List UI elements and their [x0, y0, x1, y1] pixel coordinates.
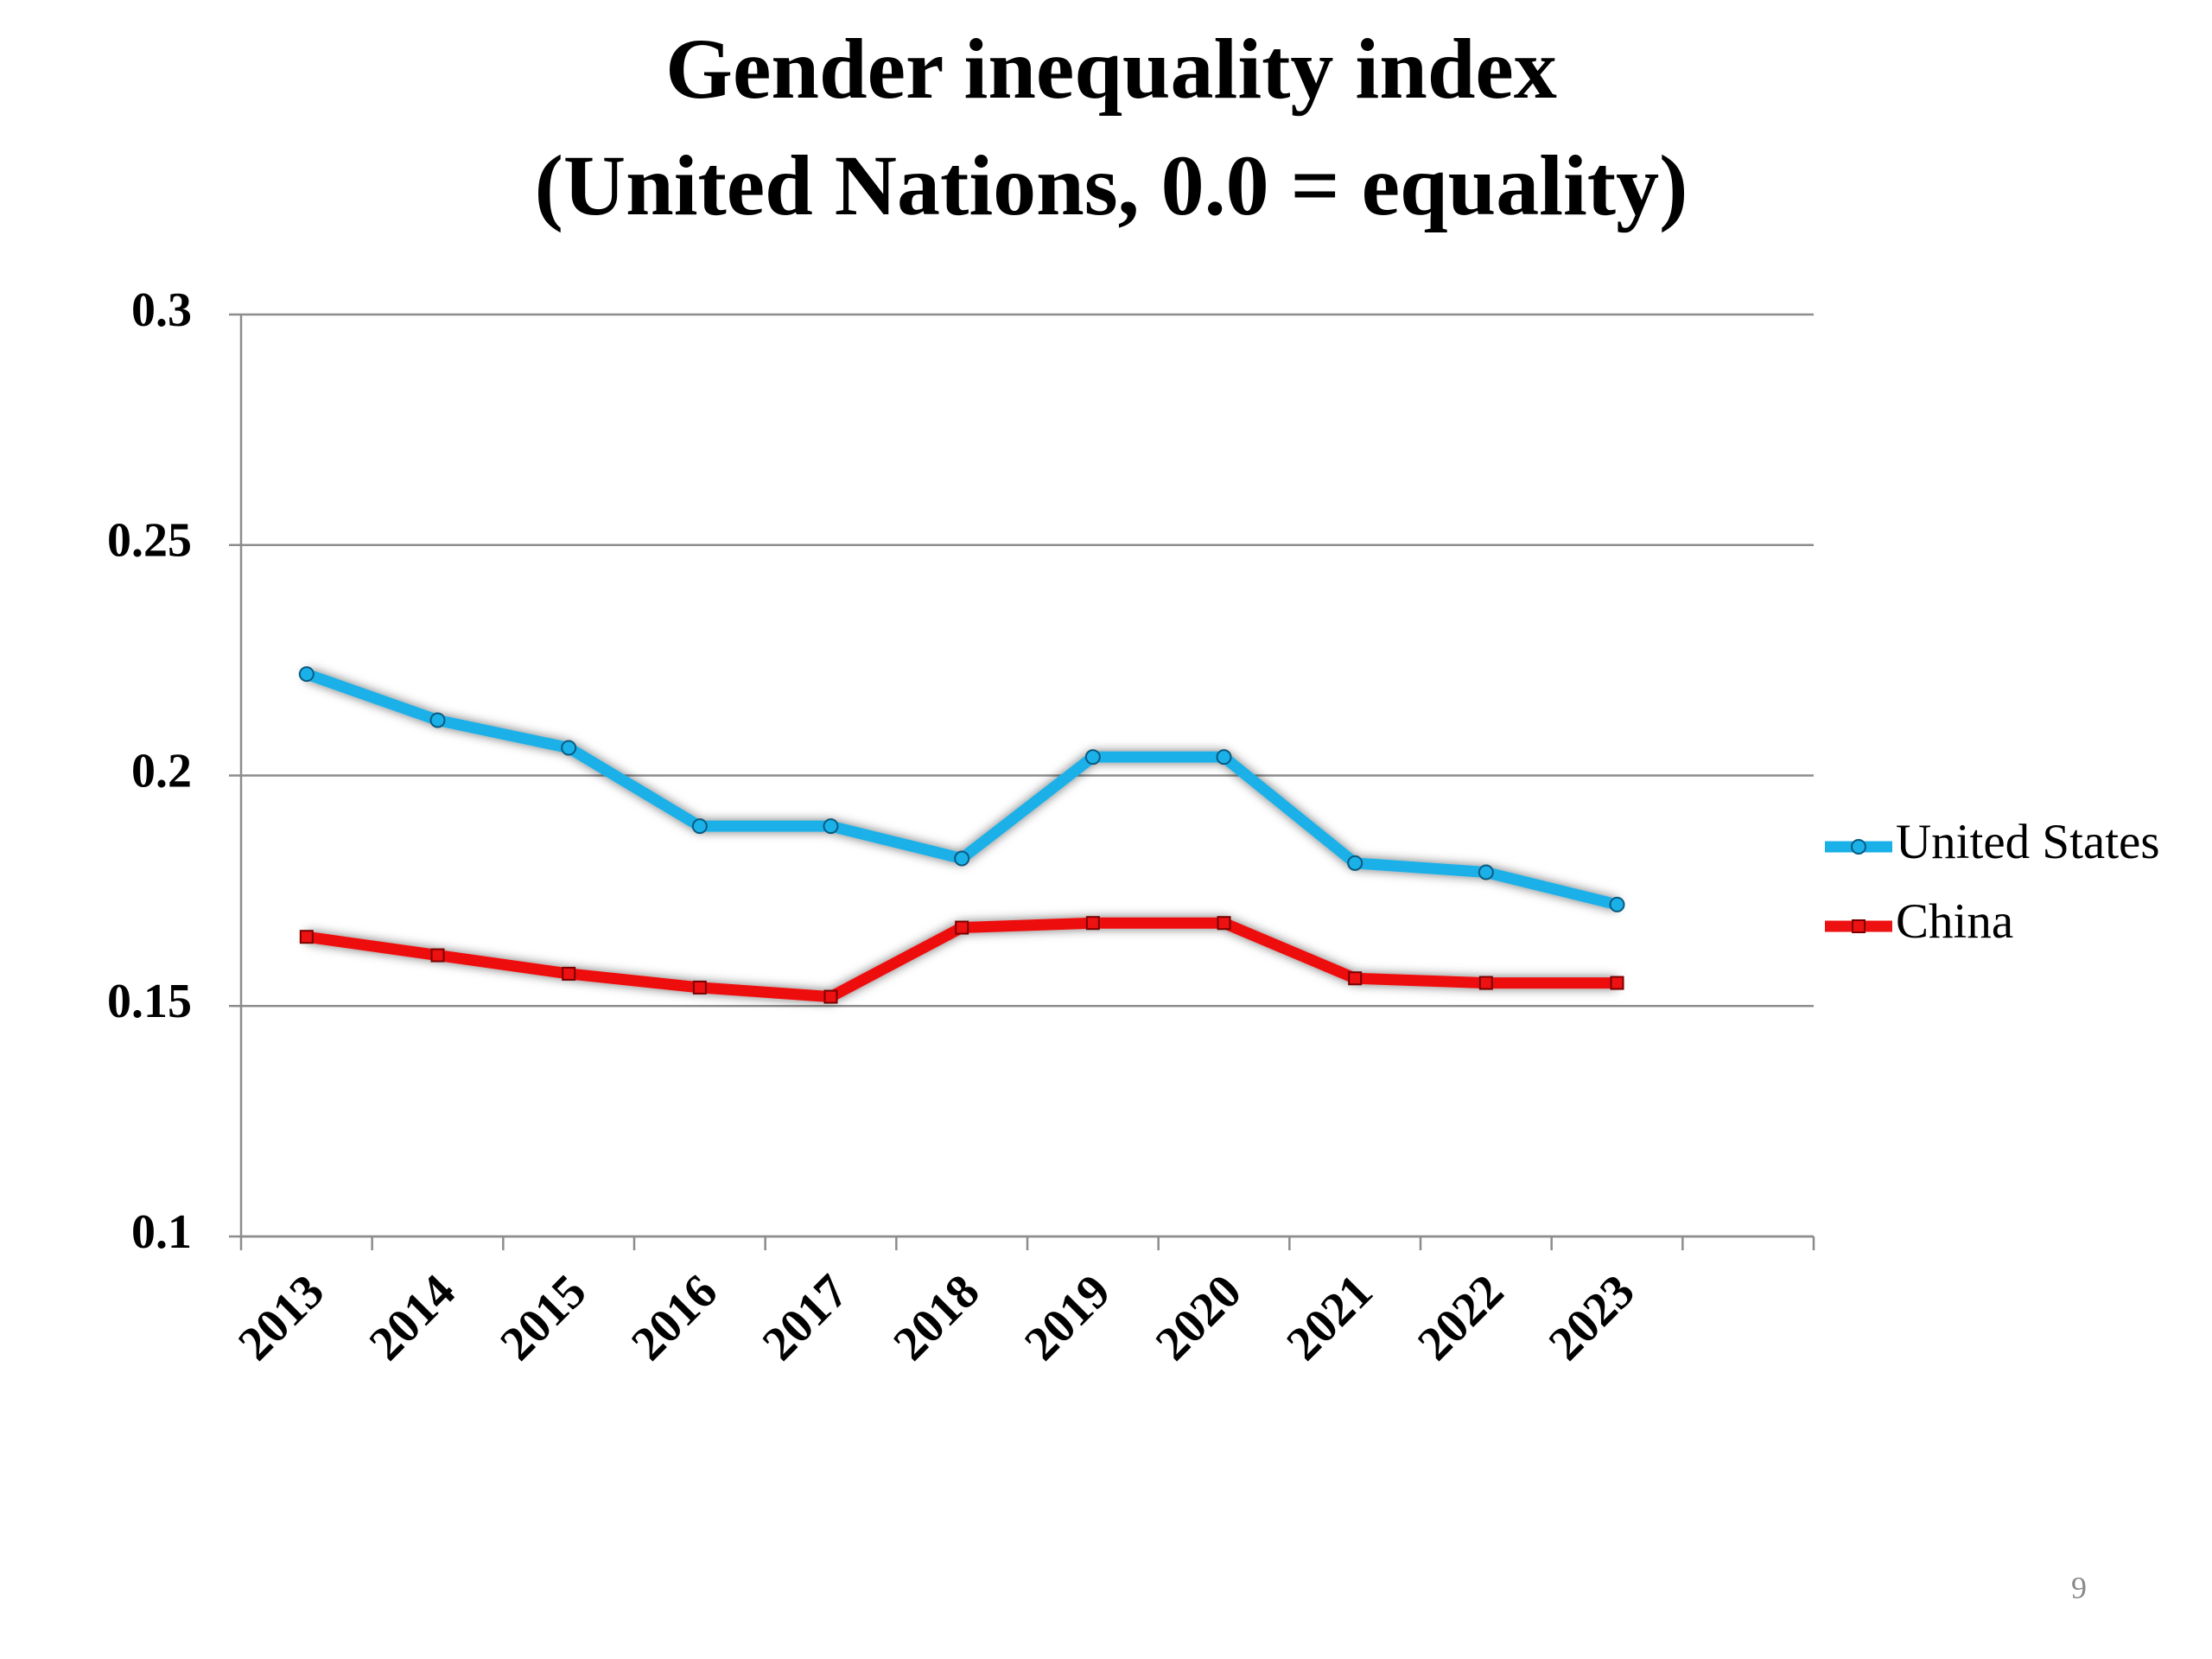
marker — [1084, 749, 1101, 766]
x-tick-label: 2019 — [1014, 1264, 1121, 1370]
x-tick-label: 2016 — [621, 1264, 728, 1370]
marker — [1609, 896, 1625, 912]
marker — [823, 818, 839, 835]
marker — [561, 740, 577, 756]
chart-title: (United Nations, 0.0 = equality) — [535, 137, 1688, 233]
marker — [1085, 916, 1100, 931]
marker — [1347, 855, 1363, 871]
x-tick-label: 2023 — [1539, 1264, 1645, 1370]
marker — [1478, 864, 1494, 880]
marker — [298, 666, 315, 683]
x-tick-label: 2022 — [1408, 1264, 1514, 1370]
x-tick-label: 2014 — [359, 1264, 466, 1370]
x-tick-label: 2017 — [753, 1264, 859, 1370]
legend-label: United States — [1896, 815, 2160, 869]
legend-marker — [1851, 839, 1866, 855]
y-tick-label: 0.2 — [131, 744, 192, 798]
marker — [1216, 749, 1232, 766]
marker — [954, 850, 970, 867]
x-tick-label: 2021 — [1276, 1264, 1382, 1370]
marker — [955, 920, 969, 935]
y-tick-label: 0.1 — [131, 1205, 192, 1259]
x-tick-label: 2013 — [228, 1264, 334, 1370]
marker — [1217, 916, 1231, 931]
chart-title: Gender inequality index — [665, 21, 1557, 117]
marker — [692, 980, 707, 995]
series — [304, 668, 1619, 911]
marker — [429, 712, 446, 728]
y-tick-label: 0.25 — [107, 514, 192, 568]
slide-number: 9 — [2071, 1570, 2087, 1605]
legend-label: China — [1896, 894, 2013, 949]
y-tick-label: 0.15 — [107, 975, 192, 1028]
x-tick-label: 2020 — [1146, 1264, 1252, 1370]
marker — [1348, 971, 1363, 986]
marker — [691, 818, 708, 835]
x-tick-label: 2015 — [490, 1264, 596, 1370]
marker — [823, 989, 838, 1004]
y-tick-label: 0.3 — [131, 283, 192, 337]
x-tick-label: 2018 — [883, 1264, 989, 1370]
legend-marker — [1852, 919, 1866, 933]
marker — [1610, 976, 1624, 990]
marker — [299, 930, 314, 944]
marker — [562, 966, 576, 981]
marker — [1478, 976, 1493, 990]
marker — [430, 948, 445, 963]
series-line — [304, 668, 1619, 911]
